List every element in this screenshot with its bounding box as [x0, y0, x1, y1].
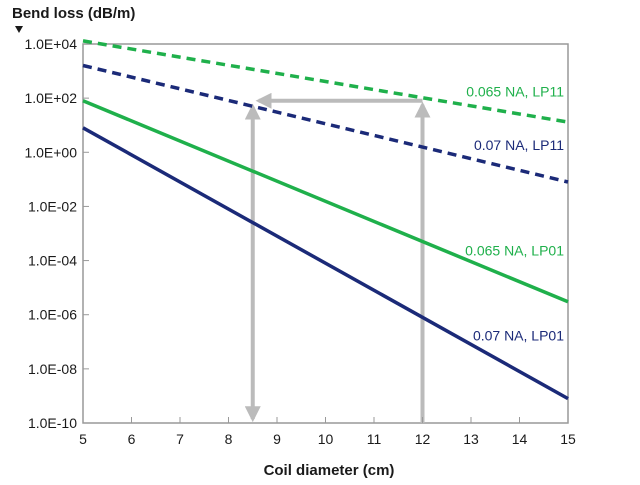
y-tick-label: 1.0E+04 — [24, 36, 77, 52]
x-tick-label: 13 — [463, 431, 479, 447]
annotation-arrows — [244, 92, 431, 423]
series-label-3: 0.065 NA, LP01 — [465, 243, 564, 259]
series-labels: 0.065 NA, LP11 0.07 NA, LP11 0.065 NA, LP0… — [465, 83, 564, 343]
series-line-3 — [82, 99, 569, 304]
x-tick-label: 9 — [273, 431, 281, 447]
x-tick-label: 12 — [415, 431, 431, 447]
y-axis-marker-icon — [15, 26, 23, 33]
y-tick-label: 1.0E+02 — [24, 90, 77, 106]
y-ticks: 1.0E-10 1.0E-08 1.0E-06 1.0E-04 1.0E-02 1.0E+… — [24, 36, 89, 431]
y-tick-label: 1.0E-02 — [28, 198, 77, 214]
series-lines — [82, 39, 569, 401]
y-tick-label: 1.0E-10 — [28, 415, 77, 431]
x-tick-label: 11 — [367, 431, 382, 447]
x-tick-label: 15 — [560, 431, 576, 447]
y-tick-label: 1.0E-08 — [28, 361, 77, 377]
x-tick-label: 10 — [318, 431, 334, 447]
series-line-1 — [82, 39, 569, 124]
x-tick-label: 5 — [79, 431, 87, 447]
y-axis-title: Bend loss (dB/m) — [12, 5, 135, 22]
x-ticks: 5 6 7 8 9 10 11 12 13 14 15 — [79, 417, 576, 447]
series-line-4 — [82, 126, 569, 401]
series-label-4: 0.07 NA, LP01 — [473, 328, 564, 344]
x-tick-label: 6 — [128, 431, 136, 447]
series-line-2 — [82, 63, 569, 184]
y-tick-label: 1.0E+00 — [24, 144, 77, 160]
series-label-2: 0.07 NA, LP11 — [474, 137, 564, 153]
x-tick-label: 7 — [176, 431, 184, 447]
x-axis-title: Coil diameter (cm) — [264, 462, 395, 479]
y-tick-label: 1.0E-06 — [28, 307, 77, 323]
x-tick-label: 8 — [225, 431, 233, 447]
series-label-1: 0.065 NA, LP11 — [466, 83, 564, 99]
y-tick-label: 1.0E-04 — [28, 253, 77, 269]
x-tick-label: 14 — [512, 431, 528, 447]
